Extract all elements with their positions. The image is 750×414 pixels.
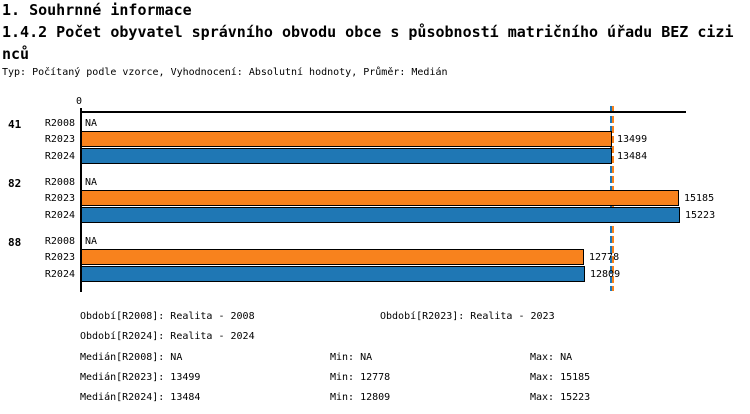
bar-r2023 xyxy=(81,131,612,147)
period-label: R2008 xyxy=(44,177,75,188)
legend-median-r2024: Medián[R2024]: 13484 xyxy=(80,392,201,403)
bar-value: 12778 xyxy=(589,252,620,263)
bar-value: 15185 xyxy=(684,193,715,204)
period-label: R2023 xyxy=(44,134,75,145)
bar-r2023 xyxy=(81,190,679,206)
chart-area: 0 41 R2008 NA R2023 13499 R2024 13484 82 R2008 NA… xyxy=(8,96,716,292)
group-label: 88 xyxy=(8,236,22,249)
chart-subtitle-line2: nců xyxy=(2,45,30,63)
period-label: R2024 xyxy=(44,151,75,162)
legend-max-r2023: Max: 15185 xyxy=(530,372,591,383)
period-label: R2023 xyxy=(44,193,75,204)
period-label: R2024 xyxy=(44,269,75,280)
legend-period-r2024: Období[R2024]: Realita - 2024 xyxy=(80,331,255,342)
legend-max-r2008: Max: NA xyxy=(530,352,573,363)
period-label: R2023 xyxy=(44,252,75,263)
axis-zero-label: 0 xyxy=(76,96,83,107)
chart-subtitle-line1: 1.4.2 Počet obyvatel správního obvodu ob… xyxy=(2,23,734,41)
bar-r2024 xyxy=(81,266,585,282)
period-label: R2008 xyxy=(44,236,75,247)
bar-value: 15223 xyxy=(685,210,716,221)
group-label: 82 xyxy=(8,177,22,190)
bar-r2024 xyxy=(81,207,680,223)
bar-value: 13499 xyxy=(617,134,648,145)
chart-meta: Typ: Počítaný podle vzorce, Vyhodnocení:… xyxy=(2,67,448,78)
legend-min-r2024: Min: 12809 xyxy=(330,392,391,403)
bar-value: 12809 xyxy=(590,269,621,280)
bar-r2024 xyxy=(81,148,612,164)
page-title: 1. Souhrnné informace xyxy=(2,1,192,19)
na-value: NA xyxy=(85,236,98,247)
y-axis-line xyxy=(80,108,82,292)
na-value: NA xyxy=(85,118,98,129)
legend-min-r2008: Min: NA xyxy=(330,352,373,363)
legend-period-r2023: Období[R2023]: Realita - 2023 xyxy=(380,311,555,322)
legend-median-r2023: Medián[R2023]: 13499 xyxy=(80,372,201,383)
na-value: NA xyxy=(85,177,98,188)
legend-min-r2023: Min: 12778 xyxy=(330,372,391,383)
plot-top-border xyxy=(81,111,686,113)
period-label: R2008 xyxy=(44,118,75,129)
period-label: R2024 xyxy=(44,210,75,221)
legend-period-r2008: Období[R2008]: Realita - 2008 xyxy=(80,311,255,322)
bar-r2023 xyxy=(81,249,584,265)
bar-value: 13484 xyxy=(617,151,648,162)
group-label: 41 xyxy=(8,118,22,131)
legend-median-r2008: Medián[R2008]: NA xyxy=(80,352,183,363)
legend-max-r2024: Max: 15223 xyxy=(530,392,591,403)
